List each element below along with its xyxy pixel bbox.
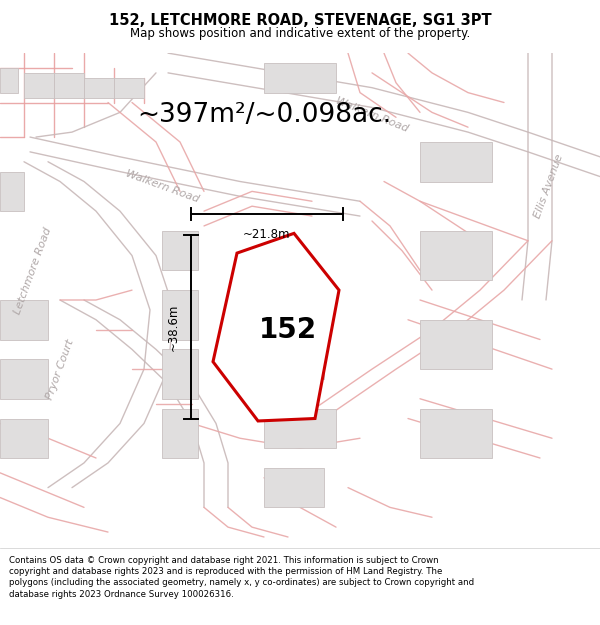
Polygon shape [114,78,144,98]
Polygon shape [0,300,48,339]
Polygon shape [24,73,54,98]
Polygon shape [264,468,324,508]
Text: 152, LETCHMORE ROAD, STEVENAGE, SG1 3PT: 152, LETCHMORE ROAD, STEVENAGE, SG1 3PT [109,13,491,28]
Polygon shape [213,233,339,421]
Polygon shape [420,142,492,181]
Polygon shape [0,172,24,211]
Polygon shape [162,409,198,458]
Text: Pryor Court: Pryor Court [44,338,76,401]
Polygon shape [420,320,492,369]
Polygon shape [54,73,84,98]
Text: 152: 152 [259,316,317,344]
Polygon shape [264,339,324,379]
Polygon shape [162,349,198,399]
Text: Map shows position and indicative extent of the property.: Map shows position and indicative extent… [130,27,470,40]
Polygon shape [0,68,18,92]
Polygon shape [84,78,114,98]
Text: Contains OS data © Crown copyright and database right 2021. This information is : Contains OS data © Crown copyright and d… [9,556,474,599]
Text: Walkern Road: Walkern Road [124,169,200,204]
Text: ~38.6m: ~38.6m [167,304,180,351]
Polygon shape [420,231,492,280]
Text: ~21.8m: ~21.8m [243,228,291,241]
Polygon shape [420,409,492,458]
Polygon shape [162,231,198,271]
Polygon shape [0,359,48,399]
Polygon shape [162,290,198,339]
Polygon shape [264,63,336,92]
Text: Letchmore Road: Letchmore Road [13,226,53,315]
Text: Ellis Avenue: Ellis Avenue [533,153,565,220]
Text: Walkern Road: Walkern Road [334,96,410,134]
Polygon shape [240,251,300,290]
Text: ~397m²/~0.098ac.: ~397m²/~0.098ac. [137,102,391,128]
Polygon shape [264,409,336,448]
Polygon shape [0,419,48,458]
